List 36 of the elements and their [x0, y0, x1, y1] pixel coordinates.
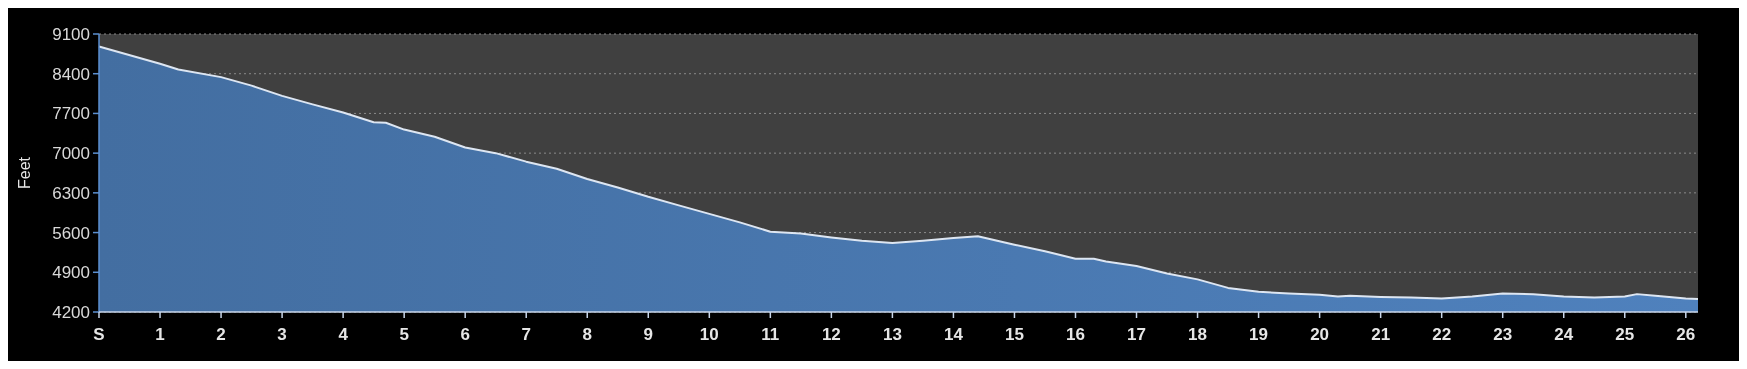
x-tick-label: 4 — [338, 325, 349, 344]
x-tick-label: 26 — [1676, 325, 1696, 344]
y-tick-label: 8400 — [52, 64, 90, 84]
y-tick-label: 9100 — [52, 24, 90, 44]
x-tick-label: 5 — [399, 325, 409, 344]
x-tick-label: 15 — [1005, 325, 1024, 344]
x-tick-label: 19 — [1249, 325, 1269, 344]
y-tick-label: 6300 — [52, 183, 90, 203]
y-tick-label: 4200 — [52, 302, 90, 322]
x-tick-label: S — [93, 325, 105, 344]
x-tick-label: 7 — [521, 325, 531, 344]
x-tick-label: 11 — [761, 325, 780, 344]
x-tick-label: 25 — [1615, 325, 1635, 344]
y-axis-title: Feet — [16, 156, 33, 190]
x-tick-label: 12 — [821, 325, 841, 344]
y-tick-label: 7700 — [52, 104, 90, 124]
x-tick-label: 16 — [1066, 325, 1085, 344]
x-tick-label: 23 — [1493, 325, 1513, 344]
x-tick-label: 9 — [643, 325, 654, 344]
x-tick-label: 6 — [460, 325, 470, 344]
x-tick-label: 3 — [277, 325, 287, 344]
x-tick-label: 13 — [882, 325, 902, 344]
y-tick-label: 5600 — [52, 223, 90, 243]
x-tick-label: 10 — [699, 325, 719, 344]
y-tick-label: 4900 — [52, 263, 90, 283]
x-tick-label: 24 — [1554, 325, 1574, 344]
x-tick-label: 17 — [1127, 325, 1146, 344]
x-tick-label: 20 — [1310, 325, 1330, 344]
x-tick-label: 2 — [216, 325, 226, 344]
x-tick-label: 21 — [1371, 325, 1391, 344]
x-tick-label: 8 — [582, 325, 592, 344]
x-tick-label: 14 — [943, 325, 964, 344]
x-tick-label: 22 — [1432, 325, 1452, 344]
y-tick-label: 7000 — [52, 144, 90, 164]
x-tick-label: 1 — [155, 325, 165, 344]
x-tick-label: 18 — [1188, 325, 1208, 344]
